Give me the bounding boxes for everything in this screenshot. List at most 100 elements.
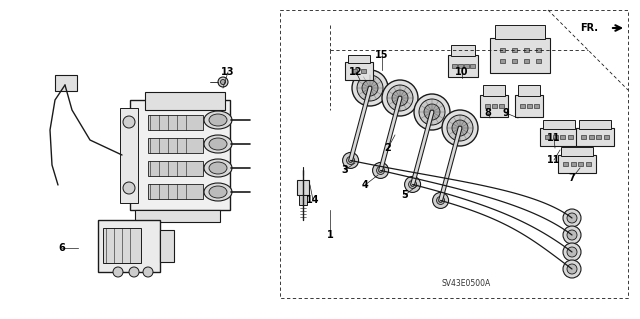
Bar bbox=[571, 162, 576, 166]
Ellipse shape bbox=[204, 183, 232, 201]
Bar bbox=[120, 108, 138, 203]
Text: 1: 1 bbox=[326, 230, 333, 240]
Circle shape bbox=[392, 90, 408, 106]
Bar bbox=[589, 135, 594, 139]
Bar bbox=[524, 48, 529, 52]
Circle shape bbox=[143, 267, 153, 277]
Bar bbox=[527, 104, 531, 108]
Circle shape bbox=[567, 213, 577, 223]
Bar bbox=[560, 135, 565, 139]
Circle shape bbox=[352, 70, 388, 106]
Ellipse shape bbox=[209, 186, 227, 198]
Circle shape bbox=[347, 156, 355, 164]
Bar bbox=[568, 135, 573, 139]
Bar bbox=[520, 104, 525, 108]
Circle shape bbox=[376, 167, 385, 174]
Text: 11: 11 bbox=[547, 133, 561, 143]
Bar bbox=[586, 162, 591, 166]
Bar bbox=[103, 228, 141, 263]
Text: 6: 6 bbox=[59, 243, 65, 253]
Circle shape bbox=[387, 85, 413, 111]
Circle shape bbox=[563, 209, 581, 227]
Bar bbox=[563, 162, 568, 166]
Bar bbox=[579, 162, 583, 166]
Bar bbox=[536, 59, 541, 63]
Text: 7: 7 bbox=[568, 173, 575, 183]
Circle shape bbox=[414, 94, 450, 130]
Bar bbox=[579, 120, 611, 129]
Text: 3: 3 bbox=[342, 165, 348, 175]
Circle shape bbox=[442, 110, 478, 146]
Ellipse shape bbox=[204, 111, 232, 129]
Bar bbox=[499, 104, 504, 108]
Circle shape bbox=[567, 230, 577, 240]
Bar bbox=[558, 155, 596, 173]
Bar bbox=[130, 100, 230, 210]
Circle shape bbox=[452, 120, 468, 136]
Circle shape bbox=[436, 197, 445, 204]
Bar bbox=[448, 55, 478, 77]
Bar bbox=[499, 48, 504, 52]
Ellipse shape bbox=[204, 135, 232, 153]
Text: 11: 11 bbox=[547, 155, 561, 165]
Bar bbox=[596, 135, 602, 139]
Bar bbox=[484, 104, 490, 108]
Text: 9: 9 bbox=[502, 108, 509, 118]
Bar bbox=[160, 230, 174, 262]
Text: 12: 12 bbox=[349, 67, 363, 77]
Bar bbox=[135, 210, 220, 222]
Bar bbox=[361, 69, 366, 73]
Circle shape bbox=[218, 77, 228, 87]
Text: FR.: FR. bbox=[580, 23, 598, 33]
Bar bbox=[499, 59, 504, 63]
Text: 8: 8 bbox=[484, 108, 492, 118]
Circle shape bbox=[342, 152, 358, 168]
Bar bbox=[536, 48, 541, 52]
Bar bbox=[451, 45, 475, 56]
Bar bbox=[576, 128, 614, 146]
Bar bbox=[604, 135, 609, 139]
Circle shape bbox=[129, 267, 139, 277]
Bar bbox=[511, 59, 516, 63]
Bar bbox=[458, 64, 463, 68]
Bar bbox=[299, 195, 307, 205]
Bar bbox=[561, 147, 593, 156]
Bar bbox=[540, 128, 578, 146]
Ellipse shape bbox=[209, 114, 227, 126]
Circle shape bbox=[563, 260, 581, 278]
Bar bbox=[581, 135, 586, 139]
Circle shape bbox=[123, 182, 135, 194]
Circle shape bbox=[357, 75, 383, 101]
Circle shape bbox=[567, 247, 577, 257]
Bar bbox=[352, 69, 357, 73]
Bar bbox=[348, 55, 370, 63]
Bar bbox=[545, 135, 550, 139]
Bar bbox=[148, 115, 203, 130]
Bar bbox=[345, 62, 373, 80]
Circle shape bbox=[567, 264, 577, 274]
Bar bbox=[148, 161, 203, 176]
Bar bbox=[55, 75, 77, 91]
Bar bbox=[515, 95, 543, 117]
Circle shape bbox=[113, 267, 123, 277]
Bar bbox=[463, 64, 468, 68]
Ellipse shape bbox=[209, 162, 227, 174]
Text: 4: 4 bbox=[362, 180, 369, 190]
Text: 5: 5 bbox=[402, 190, 408, 200]
Bar bbox=[534, 104, 538, 108]
Bar bbox=[492, 104, 497, 108]
Bar bbox=[483, 85, 505, 96]
Bar bbox=[524, 59, 529, 63]
Bar bbox=[98, 220, 160, 272]
Circle shape bbox=[382, 80, 418, 116]
Bar bbox=[297, 180, 309, 195]
Text: 15: 15 bbox=[375, 50, 388, 60]
Text: SV43E0500A: SV43E0500A bbox=[442, 278, 491, 287]
Ellipse shape bbox=[209, 138, 227, 150]
Bar bbox=[511, 48, 516, 52]
Circle shape bbox=[408, 181, 417, 189]
Circle shape bbox=[404, 176, 420, 192]
Circle shape bbox=[424, 104, 440, 120]
Circle shape bbox=[362, 80, 378, 96]
Text: 2: 2 bbox=[385, 143, 392, 153]
